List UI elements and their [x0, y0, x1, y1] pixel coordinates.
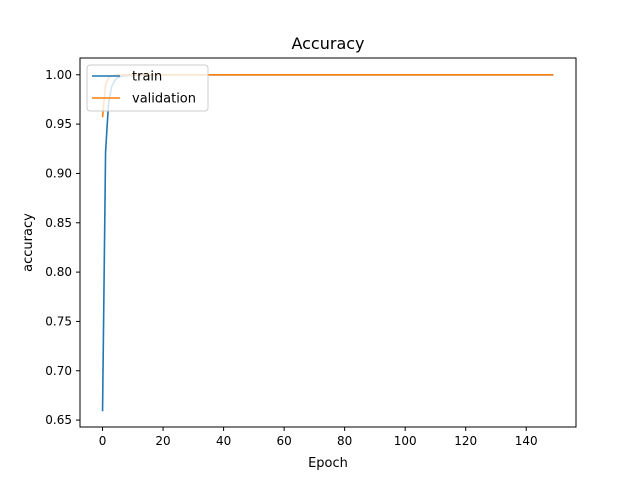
y-axis-label: accuracy — [21, 213, 36, 272]
y-tick-label: 0.65 — [45, 413, 72, 427]
x-tick-label: 100 — [394, 434, 417, 448]
y-tick-label: 0.75 — [45, 314, 72, 328]
legend-label-validation: validation — [132, 92, 196, 107]
legend-label-train: train — [132, 70, 162, 85]
y-tick-label: 0.80 — [45, 265, 72, 279]
y-tick-label: 1.00 — [45, 68, 72, 82]
chart-title: Accuracy — [291, 34, 364, 53]
y-tick-label: 0.70 — [45, 364, 72, 378]
y-tick-label: 0.95 — [45, 117, 72, 131]
x-tick-label: 120 — [454, 434, 477, 448]
x-tick-label: 140 — [515, 434, 538, 448]
x-tick-label: 60 — [276, 434, 291, 448]
x-tick-label: 0 — [99, 434, 107, 448]
x-tick-label: 20 — [155, 434, 170, 448]
axes-frame — [79, 57, 577, 428]
tick-layer: 0 20 40 60 80 100 120 140 0.65 0.70 0.75 0.80 0.85 0.… — [45, 68, 537, 448]
y-tick-label: 0.85 — [45, 216, 72, 230]
y-tick-label: 0.90 — [45, 166, 72, 180]
x-axis-label: Epoch — [308, 456, 348, 471]
x-tick-label: 80 — [337, 434, 352, 448]
legend: train validation — [86, 64, 209, 112]
x-tick-label: 40 — [216, 434, 231, 448]
